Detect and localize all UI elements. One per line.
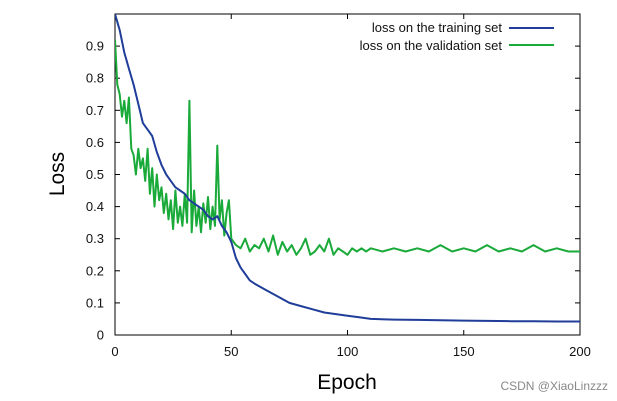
series-layer xyxy=(115,14,580,323)
x-axis-ticks: 0 50 100 150 200 xyxy=(111,14,591,359)
x-tick-label: 150 xyxy=(453,344,475,359)
y-tick-label: 0.2 xyxy=(86,263,104,278)
y-tick-label: 0.4 xyxy=(86,199,104,214)
y-tick-label: 0.6 xyxy=(86,135,104,150)
legend-label-training: loss on the training set xyxy=(372,20,502,35)
y-tick-label: 0 xyxy=(97,328,104,343)
series-line-validation xyxy=(115,39,580,256)
x-tick-label: 0 xyxy=(111,344,118,359)
y-tick-label: 0.7 xyxy=(86,103,104,118)
plot-frame xyxy=(114,13,581,336)
y-tick-label: 0.9 xyxy=(86,39,104,54)
legend: loss on the training set loss on the val… xyxy=(360,20,554,53)
x-tick-label: 50 xyxy=(224,344,238,359)
y-axis-title: Loss xyxy=(46,152,69,196)
x-tick-label: 100 xyxy=(337,344,359,359)
watermark-text: CSDN @XiaoLinzzz xyxy=(500,379,608,393)
y-tick-label: 0.5 xyxy=(86,167,104,182)
y-tick-label: 0.1 xyxy=(86,295,104,310)
series-line-training xyxy=(115,14,580,323)
y-tick-label: 0.8 xyxy=(86,71,104,86)
x-tick-label: 200 xyxy=(569,344,591,359)
x-axis-title: Epoch xyxy=(317,371,377,394)
plot-border xyxy=(114,13,581,336)
y-tick-label: 0.3 xyxy=(86,231,104,246)
legend-label-validation: loss on the validation set xyxy=(360,38,503,53)
y-axis-ticks: 0 0.1 0.2 0.3 0.4 0.5 0.6 0.7 0.8 0.9 xyxy=(86,39,580,343)
